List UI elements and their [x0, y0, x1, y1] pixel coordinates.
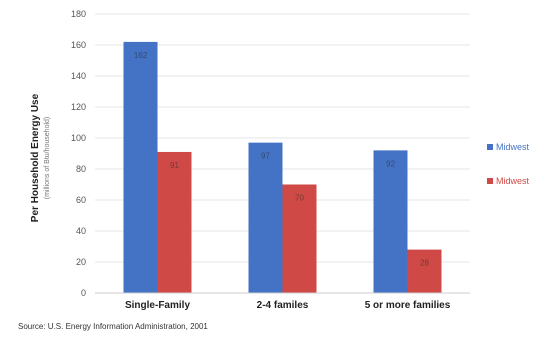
data-label: 162 — [134, 51, 148, 60]
category-label: Single-Family — [125, 300, 190, 311]
y-axis-title: Per Household Energy Use (millions of Bt… — [30, 93, 51, 222]
bar-series-0-0 — [123, 41, 158, 294]
data-label: 92 — [386, 159, 395, 168]
y-tick-label: 80 — [76, 164, 86, 174]
legend-item: Midwest — [487, 176, 530, 186]
legend-swatch — [487, 178, 493, 184]
y-tick-label: 180 — [71, 9, 86, 19]
category-label: 5 or more families — [365, 300, 451, 311]
bar-series-1-2 — [407, 249, 442, 293]
legend-item: Midwest — [487, 142, 530, 152]
legend-label: Midwest — [496, 142, 530, 152]
y-tick-label: 40 — [76, 226, 86, 236]
y-axis-sublabel: (millions of Btu/household) — [44, 117, 51, 200]
data-label: 28 — [420, 259, 429, 268]
y-axis-ticks: 0 20 40 60 80 100 120 140 160 180 — [71, 9, 86, 298]
y-tick-label: 160 — [71, 40, 86, 50]
legend: Midwest Midwest — [487, 142, 530, 186]
bar-series-0-1 — [248, 142, 283, 293]
data-label: 70 — [295, 194, 304, 203]
y-tick-label: 100 — [71, 133, 86, 143]
bar-series-0-2 — [373, 150, 408, 293]
x-axis-categories: Single-Family 2-4 familes 5 or more famili… — [125, 300, 451, 311]
data-label: 91 — [170, 161, 179, 170]
y-tick-label: 0 — [81, 288, 86, 298]
legend-label: Midwest — [496, 176, 530, 186]
y-axis-label: Per Household Energy Use — [30, 93, 41, 222]
bars — [123, 41, 442, 294]
bar-series-1-0 — [157, 151, 192, 293]
data-label: 97 — [261, 152, 270, 161]
y-tick-label: 120 — [71, 102, 86, 112]
legend-swatch — [487, 144, 493, 150]
y-tick-label: 60 — [76, 195, 86, 205]
y-tick-label: 20 — [76, 257, 86, 267]
category-label: 2-4 familes — [257, 300, 309, 311]
bar-series-1-1 — [282, 184, 317, 293]
y-tick-label: 140 — [71, 71, 86, 81]
data-labels: 162 91 97 70 92 28 — [134, 51, 430, 268]
source-note: Source: U.S. Energy Information Administ… — [18, 322, 208, 331]
